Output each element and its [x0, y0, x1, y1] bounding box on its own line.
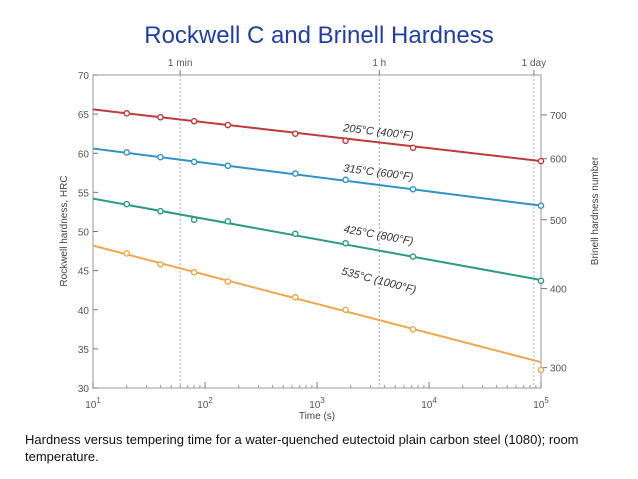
hardness-chart: 1 min 1 h 1 day 101 102 103 104 105 30 35 40 45 50 55…	[59, 58, 601, 422]
data-point-3-1	[157, 261, 164, 268]
data-point-1-1	[157, 153, 164, 161]
x-tick-label-2: 103	[309, 396, 325, 411]
series-line-2	[92, 197, 542, 281]
data-point-3-7	[537, 366, 545, 374]
data-point-2-7	[537, 277, 545, 285]
data-point-2-6	[409, 253, 417, 260]
data-point-1-6	[409, 185, 417, 193]
y2-tick-label-4: 300	[550, 364, 567, 375]
data-point-3-3	[224, 278, 232, 285]
slide-title: Rockwell C and Brinell Hardness	[144, 22, 494, 49]
data-point-1-0	[123, 149, 131, 156]
top-tick-label-0: 1 min	[168, 58, 192, 69]
data-point-2-3	[224, 218, 232, 225]
data-point-3-2	[190, 268, 198, 276]
data-point-0-7	[537, 157, 545, 165]
data-point-2-5	[342, 239, 349, 247]
data-point-2-2	[190, 216, 198, 224]
top-tick-label-1: 1 h	[372, 58, 386, 69]
y-tick-label-3: 45	[78, 267, 90, 278]
y2-tick-label-2: 500	[550, 216, 567, 227]
data-point-1-5	[342, 176, 349, 184]
series-line-3	[92, 244, 542, 364]
series-3: 535°C (1000°F)	[92, 244, 545, 374]
y2-tick-label-0: 700	[550, 111, 567, 122]
data-point-2-0	[123, 200, 131, 208]
y2-tick-label-1: 600	[550, 155, 567, 166]
ticks: 1 min 1 h 1 day 101 102 103 104 105 30 35 40 45 50 55…	[78, 58, 567, 411]
x-tick-label-0: 101	[85, 396, 101, 411]
y-tick-label-4: 50	[78, 228, 90, 239]
data-point-0-1	[157, 113, 164, 121]
y-tick-label-1: 35	[78, 345, 90, 356]
y-tick-label-7: 65	[78, 110, 90, 121]
y-tick-label-8: 70	[78, 71, 90, 82]
y-tick-label-6: 60	[78, 149, 90, 160]
data-point-1-4	[291, 170, 299, 177]
data-point-0-6	[409, 144, 417, 152]
y-tick-label-0: 30	[78, 384, 90, 395]
series-2: 425°C (800°F)	[92, 197, 545, 285]
series-line-1	[92, 147, 542, 207]
y-tick-label-2: 40	[78, 306, 90, 317]
data-point-2-4	[291, 230, 299, 238]
data-point-3-0	[123, 250, 131, 257]
x-tick-label-4: 105	[533, 396, 549, 411]
data-point-3-6	[409, 326, 417, 333]
grid	[179, 75, 535, 388]
series-label-1: 315°C (600°F)	[343, 163, 415, 184]
data-point-3-5	[342, 306, 349, 314]
data-point-1-3	[224, 162, 232, 170]
data-point-0-3	[224, 121, 232, 129]
y2-tick-label-3: 400	[550, 285, 567, 296]
x-axis-label: Time (s)	[299, 411, 335, 422]
data-point-0-4	[291, 130, 299, 137]
data-point-0-0	[123, 110, 131, 117]
y2-axis-label: Brinell hardness number	[590, 156, 601, 265]
x-tick-label-1: 102	[197, 396, 213, 411]
y-tick-label-5: 55	[78, 188, 90, 199]
data-point-1-2	[190, 158, 198, 166]
top-tick-label-2: 1 day	[522, 58, 546, 69]
series-label-2: 425°C (800°F)	[343, 223, 415, 247]
data-point-0-5	[342, 137, 349, 145]
x-tick-label-3: 104	[421, 396, 437, 411]
data-point-0-2	[190, 117, 198, 125]
series-1: 315°C (600°F)	[92, 147, 545, 209]
series-line-0	[92, 108, 542, 163]
series-layer: 205°C (400°F)315°C (600°F)425°C (800°F)5…	[92, 108, 545, 374]
data-point-1-7	[537, 202, 545, 209]
data-point-2-1	[157, 207, 164, 215]
y-axis-label: Rockwell hardness, HRC	[59, 175, 70, 286]
data-point-3-4	[291, 293, 299, 301]
figure-caption: Hardness versus tempering time for a wat…	[25, 432, 579, 464]
plot-frame	[92, 74, 542, 389]
